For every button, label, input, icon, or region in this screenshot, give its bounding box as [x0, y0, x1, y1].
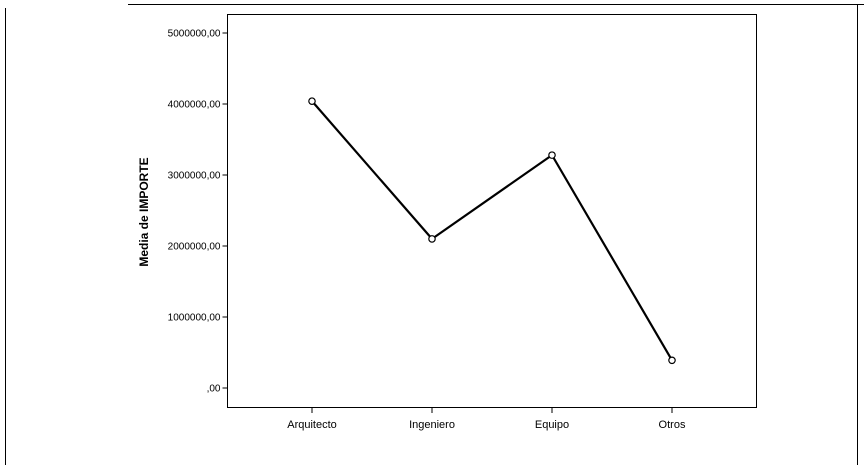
y-axis-ticks: ,00 1000000,00 2000000,00 3000000,00 4000000… [168, 29, 228, 395]
x-tick-label: Equipo [535, 419, 569, 431]
data-point-marker [308, 97, 316, 105]
y-axis-label: Media de IMPORTE [137, 157, 151, 266]
x-tick-label: Arquitecto [287, 419, 337, 431]
series-line [311, 100, 673, 361]
data-point-marker [428, 235, 436, 243]
x-axis-ticks: Arquitecto Ingeniero Equipo Otros [287, 407, 686, 431]
plot-area [227, 14, 757, 408]
y-tick-label: 3000000,00 [168, 171, 221, 182]
y-tick-label: 4000000,00 [168, 100, 221, 111]
y-tick-label: 5000000,00 [168, 29, 221, 40]
x-tick-label: Otros [659, 419, 686, 431]
y-tick-label: ,00 [207, 384, 221, 395]
y-tick-label: 1000000,00 [168, 313, 221, 324]
x-tick-label: Ingeniero [409, 419, 455, 431]
data-point-marker [668, 356, 676, 365]
data-point-marker [548, 151, 556, 159]
series-group [308, 97, 676, 365]
y-tick-label: 2000000,00 [168, 242, 221, 253]
